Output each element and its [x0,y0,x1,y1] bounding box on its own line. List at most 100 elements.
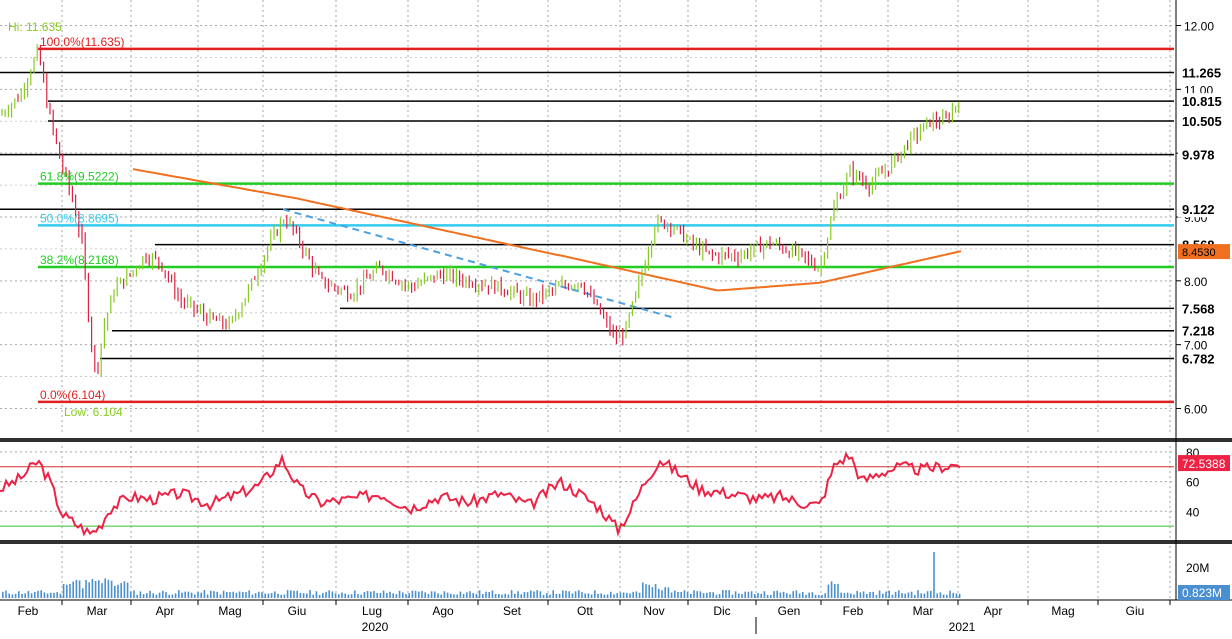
volume-bar [555,594,558,598]
volume-bar [72,581,74,598]
volume-bar [536,590,538,598]
volume-bar [5,590,7,598]
volume-bar [174,593,177,598]
volume-bar [494,594,497,598]
volume-bar [795,590,798,598]
volume-bar [738,593,740,598]
volume-bar [635,591,638,598]
volume-bar [715,594,718,598]
volume-bar [811,592,814,598]
volume-bar [302,593,305,598]
volume-bar [75,579,78,598]
volume-bar [459,591,462,598]
volume-bar [2,591,4,598]
volume-bar [264,593,266,598]
volume-bar [562,590,564,598]
x-month-label: Gen [778,604,801,618]
volume-bar [472,592,474,598]
volume-bar [376,593,378,598]
x-month-label: Mag [1051,604,1074,618]
volume-bar [430,591,433,598]
volume-bar [603,594,606,598]
volume-bar [859,592,862,598]
volume-bar [510,590,513,598]
volume-bar [309,590,311,598]
volume-bar [466,592,468,598]
fibonacci-label: 50.0%(8.8695) [40,211,119,225]
volume-bar [686,591,689,598]
volume-bar [85,580,87,598]
volume-bar [434,591,436,598]
volume-bar [936,593,938,598]
volume-bar [30,593,33,598]
rsi-value-label: 72.5388 [1182,457,1226,471]
volume-bar [651,587,654,598]
volume-bar [722,590,724,598]
labels-layer: Hi: 11.635 Low: 6.104 100.0%(11.635) 61.8%(… [8,20,125,419]
volume-bar [357,594,359,598]
volume-bar [648,584,650,598]
volume-bar [901,593,903,598]
x-month-label: Nov [643,604,664,618]
volume-bar [386,593,388,598]
volume-bar [101,583,103,598]
volume-bar [440,594,442,598]
volume-tick-label: 20M [1186,561,1209,575]
volume-bar [850,593,852,598]
rsi-tick-label: 60 [1186,476,1200,490]
volume-bar [306,593,308,598]
x-month-label: Apr [156,604,175,618]
volume-bar [274,591,276,598]
volume-bar [952,592,954,598]
volume-bar [456,594,458,598]
volume-bar [251,594,254,598]
volume-bar [888,590,890,598]
volume-bar [120,583,122,598]
level-box [1178,350,1230,367]
volume-bar [958,593,961,598]
volume-bar [846,592,849,598]
volume-bar [693,590,695,598]
volume-bar [270,593,273,598]
volume-bar [760,593,762,598]
volume-bar [638,592,641,598]
volume-bar [792,591,794,598]
volume-bar [312,594,314,598]
volume-bar [939,592,942,598]
volume-bar [546,593,548,598]
volume-bar [245,592,247,598]
volume-bar [821,594,823,598]
volume-bar [645,584,647,598]
x-month-label: Set [503,604,522,618]
volume-bar [827,584,830,598]
volume-bar [363,592,366,598]
volume-bar [933,552,935,598]
volume-bar [930,590,932,598]
volume-bar [318,594,321,598]
volume-bar [808,592,810,598]
volume-bar [498,594,500,598]
volume-bar [581,592,583,598]
volume-bar [69,583,71,598]
x-month-label: Giu [288,604,307,618]
volume-bar [469,591,471,598]
volume-bar [203,590,206,598]
x-month-label: Feb [18,604,39,618]
volume-bar [27,590,30,598]
volume-bar [750,591,753,598]
volume-bar [226,591,228,598]
volume-bar [235,592,238,598]
volume-bar [277,593,279,598]
volume-bar [296,590,298,598]
volume-bar [219,594,222,598]
volume-bar [926,591,929,598]
volume-bar [578,590,580,598]
volume-bar [446,592,449,598]
volume-bar [408,593,410,598]
axis-tick-label: 7.00 [1184,339,1208,353]
x-month-label: Mag [218,604,241,618]
x-year-label: 2020 [362,620,389,634]
volume-bar [642,582,644,598]
volume-bar [478,590,481,598]
